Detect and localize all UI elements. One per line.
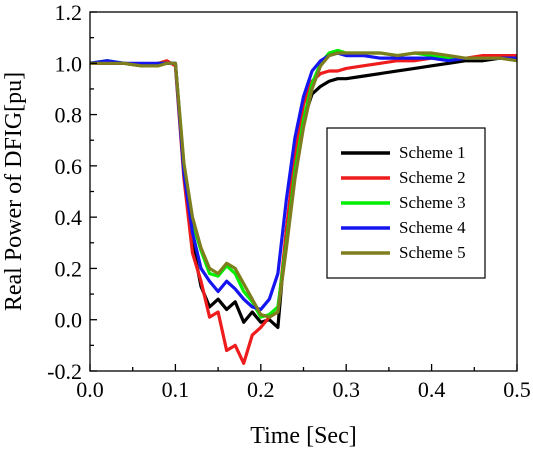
legend-label-1: Scheme 1 [399, 143, 466, 162]
x-tick-label: 0.5 [503, 377, 531, 402]
legend-label-2: Scheme 2 [399, 168, 466, 187]
y-tick-label: 1.2 [55, 0, 83, 25]
series-line-5 [90, 51, 517, 319]
plot-area [90, 48, 517, 365]
y-tick-label: 0.8 [55, 103, 83, 128]
legend-label-4: Scheme 4 [399, 218, 466, 237]
y-tick-label: 0.6 [55, 154, 83, 179]
x-tick-label: 0.4 [418, 377, 446, 402]
x-tick-label: 0.3 [332, 377, 360, 402]
y-tick-label: 0.2 [55, 256, 83, 281]
x-axis-label: Time [Sec] [250, 423, 356, 449]
y-tick-label: 0.4 [55, 205, 83, 230]
x-tick-label: 0.1 [162, 377, 190, 402]
y-tick-label: 0.0 [55, 308, 83, 333]
legend: Scheme 1 Scheme 2 Scheme 3 Scheme 4 Scheme 5 [326, 127, 486, 279]
y-tick-label: -0.2 [47, 359, 82, 384]
legend-label-5: Scheme 5 [399, 243, 466, 262]
y-tick-label: 1.0 [55, 51, 83, 76]
x-tick-label: 0.0 [76, 377, 104, 402]
series-group [90, 48, 517, 365]
legend-label-3: Scheme 3 [399, 193, 466, 212]
x-tick-label: 0.2 [247, 377, 275, 402]
y-axis-label: Real Power of DFIG[pu] [1, 72, 27, 311]
